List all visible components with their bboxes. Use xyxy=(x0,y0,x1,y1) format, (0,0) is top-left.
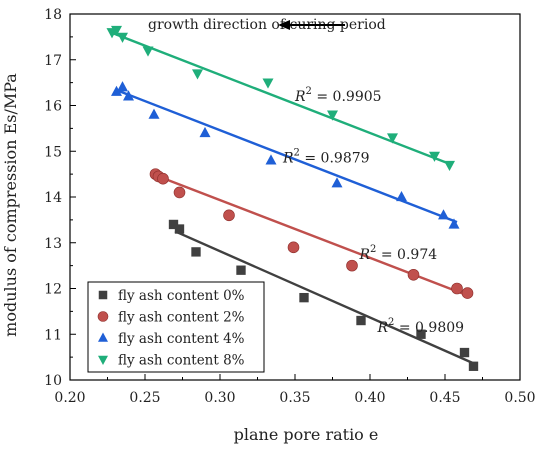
x-tick-label: 0.50 xyxy=(504,390,535,406)
data-point-series-1 xyxy=(287,241,300,254)
legend-entry-series-3: fly ash content 8% xyxy=(118,353,245,369)
data-point-series-3 xyxy=(142,46,154,57)
legend-marker-series-2 xyxy=(98,332,108,342)
annotation-text: growth direction of curing period xyxy=(148,17,386,33)
x-tick-label: 0.30 xyxy=(204,390,235,406)
data-point-series-3 xyxy=(429,151,440,162)
data-point-series-1 xyxy=(173,186,186,199)
data-point-series-2 xyxy=(199,126,211,138)
x-axis-title: plane pore ratio e xyxy=(234,425,379,444)
x-tick-label: 0.35 xyxy=(279,390,310,406)
data-point-series-2 xyxy=(331,177,343,188)
data-point-series-2 xyxy=(396,190,407,202)
fit-line-series-1 xyxy=(152,173,468,297)
x-tick-label: 0.40 xyxy=(354,390,385,406)
r-squared-label-series-0: R2 = 0.9809 xyxy=(377,317,465,336)
data-point-series-0 xyxy=(168,219,179,230)
data-point-series-3 xyxy=(111,25,122,37)
data-point-series-3 xyxy=(192,69,203,80)
data-point-series-0 xyxy=(191,247,201,257)
data-point-series-1 xyxy=(223,209,235,222)
data-point-series-1 xyxy=(461,287,474,299)
fit-line-series-0 xyxy=(174,230,476,366)
data-point-series-1 xyxy=(157,172,169,185)
y-tick-label: 12 xyxy=(44,282,62,298)
data-point-series-1 xyxy=(451,282,463,295)
data-point-series-2 xyxy=(123,90,134,101)
data-point-series-2 xyxy=(265,154,277,165)
y-tick-label: 14 xyxy=(44,190,62,206)
data-point-series-0 xyxy=(356,315,366,326)
data-point-series-0 xyxy=(299,292,309,303)
data-point-series-2 xyxy=(148,108,160,119)
y-tick-label: 15 xyxy=(44,144,62,160)
y-tick-label: 17 xyxy=(44,53,62,69)
data-point-series-0 xyxy=(236,265,246,275)
data-point-series-0 xyxy=(174,224,185,234)
x-tick-label: 0.45 xyxy=(429,390,460,406)
y-tick-label: 18 xyxy=(44,7,62,23)
legend: fly ash content 0% fly ash content 2% fly … xyxy=(87,281,265,373)
data-point-series-2 xyxy=(111,85,122,96)
data-point-series-3 xyxy=(444,160,455,172)
x-tick-label: 0.20 xyxy=(54,390,85,406)
legend-box xyxy=(87,281,265,373)
data-point-series-3 xyxy=(387,133,398,144)
legend-marker-series-3 xyxy=(98,355,108,365)
data-point-series-0 xyxy=(459,347,470,358)
data-point-series-3 xyxy=(262,78,274,89)
legend-marker-series-0 xyxy=(98,290,108,300)
y-tick-label: 13 xyxy=(44,236,62,252)
y-axis-ticks: 10 11 12 13 14 15 16 17 18 xyxy=(44,7,76,389)
y-tick-label: 16 xyxy=(44,99,62,115)
data-point-series-2 xyxy=(448,218,460,229)
fit-line-series-3 xyxy=(110,31,453,167)
data-point-series-2 xyxy=(438,209,449,220)
data-point-series-3 xyxy=(117,32,128,43)
data-point-series-1 xyxy=(407,268,420,281)
r-squared-label-series-2: R2 = 0.9879 xyxy=(282,148,370,167)
growth-direction-annotation: growth direction of curing period xyxy=(148,17,386,33)
legend-entry-series-2: fly ash content 4% xyxy=(118,331,245,347)
legend-marker-series-1 xyxy=(97,311,109,322)
y-axis-title: modulus of compression Es/MPa xyxy=(1,73,20,337)
r-squared-labels: R2 = 0.9809 R2 = 0.974 R2 = 0.9879 R2 = 0.9… xyxy=(282,86,464,336)
x-tick-label: 0.25 xyxy=(129,390,160,406)
data-points xyxy=(106,25,479,371)
legend-entry-series-1: fly ash content 2% xyxy=(118,310,245,326)
r-squared-label-series-1: R2 = 0.974 xyxy=(359,244,438,263)
x-axis-ticks: 0.20 0.25 0.30 0.35 0.40 0.45 0.50 xyxy=(54,374,536,406)
data-point-series-3 xyxy=(327,110,338,121)
annotation-arrowhead-icon xyxy=(278,20,290,30)
y-tick-label: 10 xyxy=(44,373,62,389)
legend-entry-series-0: fly ash content 0% xyxy=(118,288,245,304)
data-point-series-1 xyxy=(346,259,358,272)
y-tick-label: 11 xyxy=(44,327,62,343)
data-point-series-0 xyxy=(468,361,479,371)
data-point-series-0 xyxy=(416,329,426,339)
r-squared-label-series-3: R2 = 0.9905 xyxy=(294,86,382,105)
data-point-series-2 xyxy=(117,81,128,92)
